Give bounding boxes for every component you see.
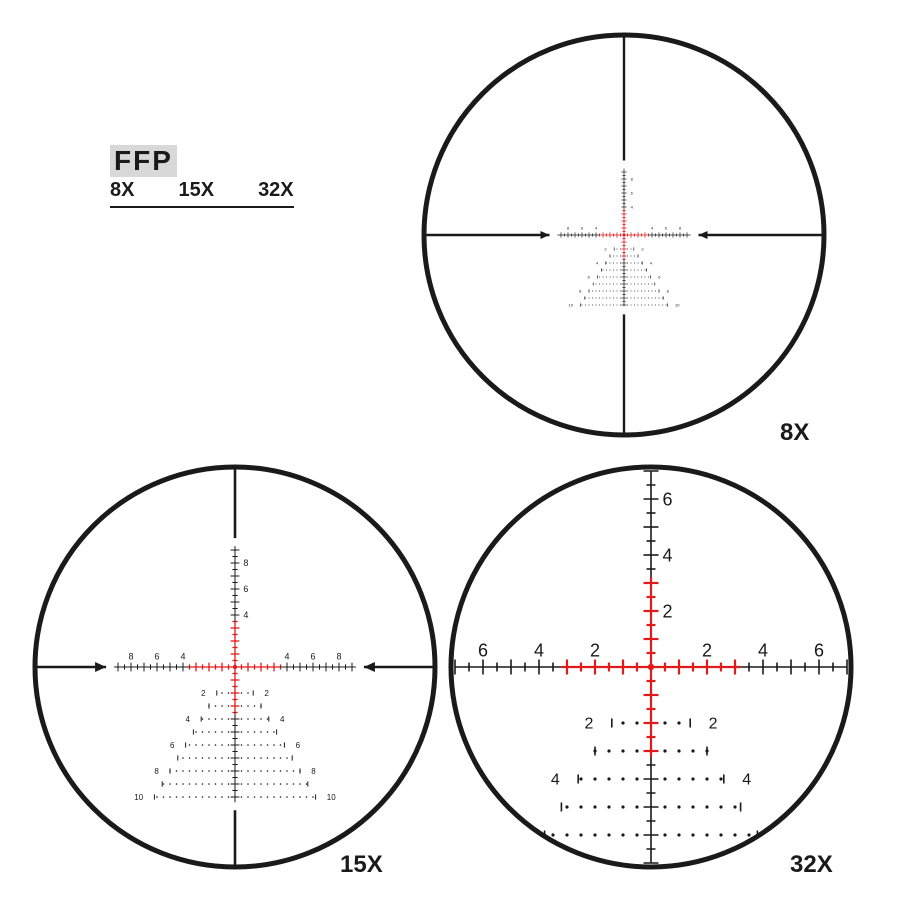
svg-text:4: 4 <box>631 204 634 209</box>
scope-8x: 4 6 8 4 6 8 4 6 8 2 2 4 4 6 6 8 8 10 10 <box>415 26 833 444</box>
svg-text:4: 4 <box>758 641 768 661</box>
svg-text:6: 6 <box>814 641 824 661</box>
svg-text:2: 2 <box>264 689 269 698</box>
svg-text:2: 2 <box>702 641 712 661</box>
svg-text:4: 4 <box>650 260 653 265</box>
ffp-mag-15x: 15X <box>178 179 214 202</box>
ffp-legend: FFP 8X 15X 32X <box>110 145 294 208</box>
scope-15x: 4 6 8 4 6 8 4 6 8 2 2 4 4 6 6 8 8 10 10 <box>26 458 444 876</box>
svg-text:6: 6 <box>588 274 591 279</box>
svg-text:6: 6 <box>663 489 673 509</box>
svg-text:2: 2 <box>584 716 593 733</box>
svg-text:4: 4 <box>534 641 544 661</box>
svg-text:2: 2 <box>663 601 673 621</box>
scope-15x-label: 15X <box>340 851 383 879</box>
svg-text:4: 4 <box>742 772 751 789</box>
svg-text:6: 6 <box>154 652 159 662</box>
svg-text:6: 6 <box>170 741 175 750</box>
svg-text:8: 8 <box>579 288 582 293</box>
svg-text:2: 2 <box>590 641 600 661</box>
svg-text:10: 10 <box>134 793 143 802</box>
svg-text:6: 6 <box>665 225 668 230</box>
svg-text:4: 4 <box>595 225 598 230</box>
ffp-magnification-row: 8X 15X 32X <box>110 179 294 208</box>
svg-text:6: 6 <box>296 741 301 750</box>
svg-text:8: 8 <box>567 225 570 230</box>
scope-8x-label: 8X <box>780 419 809 447</box>
ffp-mag-32x: 32X <box>258 179 294 202</box>
svg-text:10: 10 <box>675 302 680 307</box>
svg-text:4: 4 <box>663 545 673 565</box>
scope-32x: 2 4 6 2 4 6 2 4 6 2 2 4 4 <box>442 458 860 876</box>
svg-text:2: 2 <box>201 689 206 698</box>
svg-text:6: 6 <box>631 190 634 195</box>
svg-text:4: 4 <box>243 610 248 620</box>
svg-text:6: 6 <box>243 584 248 594</box>
svg-text:8: 8 <box>631 176 634 181</box>
svg-text:2: 2 <box>604 246 607 251</box>
svg-text:4: 4 <box>284 652 289 662</box>
svg-text:8: 8 <box>679 225 682 230</box>
svg-text:4: 4 <box>180 652 185 662</box>
ffp-title: FFP <box>110 145 177 177</box>
svg-text:10: 10 <box>569 302 574 307</box>
svg-text:2: 2 <box>709 716 718 733</box>
svg-text:2: 2 <box>641 246 644 251</box>
diagram-stage: FFP 8X 15X 32X 4 6 8 4 6 8 4 6 8 2 2 4 4 6 6 8 8 10 10 8X … <box>0 0 900 900</box>
svg-text:8: 8 <box>243 558 248 568</box>
svg-text:10: 10 <box>327 793 336 802</box>
svg-text:4: 4 <box>651 225 654 230</box>
svg-text:8: 8 <box>667 288 670 293</box>
svg-text:6: 6 <box>658 274 661 279</box>
svg-text:4: 4 <box>186 715 191 724</box>
svg-text:6: 6 <box>310 652 315 662</box>
svg-text:8: 8 <box>154 767 159 776</box>
svg-text:6: 6 <box>581 225 584 230</box>
ffp-mag-8x: 8X <box>110 179 134 202</box>
svg-text:4: 4 <box>280 715 285 724</box>
svg-text:4: 4 <box>551 772 560 789</box>
svg-text:6: 6 <box>478 641 488 661</box>
svg-text:4: 4 <box>596 260 599 265</box>
svg-text:8: 8 <box>311 767 316 776</box>
scope-32x-label: 32X <box>790 851 833 879</box>
svg-text:8: 8 <box>336 652 341 662</box>
svg-text:8: 8 <box>128 652 133 662</box>
